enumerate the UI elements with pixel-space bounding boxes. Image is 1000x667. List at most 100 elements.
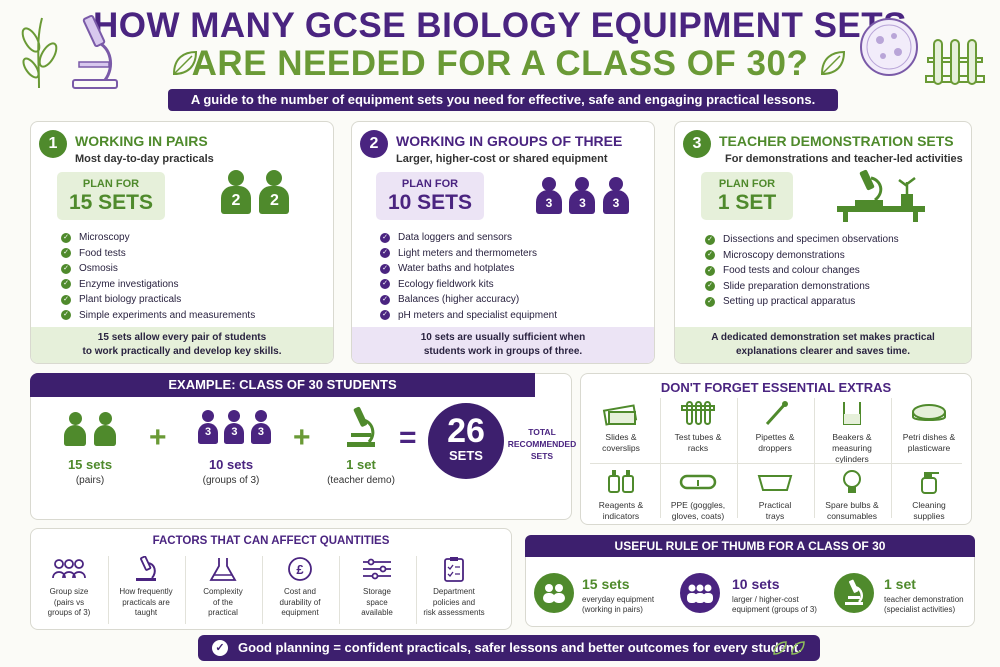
petri-dish-icon xyxy=(912,404,946,421)
card-heading: WORKING IN PAIRS xyxy=(75,133,208,149)
check-icon: ✓ xyxy=(705,296,715,307)
list-item: ✓ Light meters and thermometers xyxy=(380,246,557,262)
person-icon: 2 xyxy=(259,170,290,216)
divider xyxy=(660,398,661,518)
slides-icon xyxy=(602,404,638,426)
pound-coin-icon: £ xyxy=(288,557,312,581)
sliders-icon xyxy=(363,558,391,580)
essential-extras-panel: DON'T FORGET ESSENTIAL EXTRAS xyxy=(580,373,972,525)
reagent-bottles-icon xyxy=(608,470,634,493)
microscope-icon xyxy=(72,14,118,89)
extra-item-label: PPE (goggles, gloves, coats) xyxy=(670,500,726,521)
test-tube-rack-icon xyxy=(925,39,985,85)
card-subheading: For demonstrations and teacher-led activ… xyxy=(725,153,963,165)
list-item: ✓ Microscopy xyxy=(61,230,255,246)
plan-for-box: PLAN FOR 1 SET xyxy=(701,172,793,220)
plan-value: 1 SET xyxy=(717,191,777,214)
example-demo-label: (teacher demo) xyxy=(327,475,395,486)
extra-item: PPE (goggles, gloves, coats) xyxy=(660,468,736,522)
divider xyxy=(185,556,186,624)
svg-text:£: £ xyxy=(296,562,304,577)
microscope-circle-icon xyxy=(834,573,874,613)
extra-item-label: Test tubes & racks xyxy=(674,432,722,453)
check-icon: ✓ xyxy=(705,234,715,245)
check-icon: ✓ xyxy=(380,279,390,290)
extra-item: Petri dishes & plasticware xyxy=(891,400,967,454)
person-icon: 2 xyxy=(221,170,251,216)
person-icon: 3 xyxy=(536,177,562,217)
divider xyxy=(891,398,892,518)
card-heading: TEACHER DEMONSTRATION SETS xyxy=(719,133,954,149)
list-item: ✓ Ecology fieldwork kits xyxy=(380,277,557,293)
example-heading: EXAMPLE: CLASS OF 30 STUDENTS xyxy=(30,373,535,397)
plan-for-box: PLAN FOR 15 SETS xyxy=(57,172,165,220)
rule-description: teacher demonstration (specialist activit… xyxy=(884,595,964,614)
check-icon: ✓ xyxy=(61,310,71,321)
check-icon: ✓ xyxy=(61,294,71,305)
total-caption: TOTAL RECOMMENDED SETS xyxy=(507,427,577,461)
pairs-circle-icon xyxy=(534,573,574,613)
factor-label: Department policies and risk assessments xyxy=(423,587,485,617)
card-number: 2 xyxy=(360,130,388,158)
card-heading: WORKING IN GROUPS OF THREE xyxy=(396,133,623,149)
group-icon xyxy=(52,559,86,579)
list-item: ✓ Microscopy demonstrations xyxy=(705,248,899,264)
card-footer: 10 sets are usually sufficient when stud… xyxy=(352,327,654,363)
extra-item: Practical trays xyxy=(737,468,813,522)
pipette-icon xyxy=(765,401,788,426)
spray-bottle-icon xyxy=(921,472,939,494)
flask-icon xyxy=(209,558,237,581)
plan-value: 10 SETS xyxy=(387,191,473,214)
total-number: 26 xyxy=(447,412,485,450)
plus-sign: + xyxy=(149,421,167,454)
extra-item: Slides & coverslips xyxy=(583,400,659,454)
list-item: ✓ Osmosis xyxy=(61,261,255,277)
leaf-icon xyxy=(820,50,846,76)
extra-item-label: Cleaning supplies xyxy=(912,500,946,521)
list-item: ✓ Food tests xyxy=(61,246,255,262)
list-item: ✓ Plant biology practicals xyxy=(61,292,255,308)
plus-sign: + xyxy=(293,421,311,454)
factors-heading: FACTORS THAT CAN AFFECT QUANTITIES xyxy=(152,535,390,547)
leaf-sprig-icon xyxy=(21,17,58,89)
card-subheading: Larger, higher-cost or shared equipment xyxy=(396,153,608,165)
factor-label: Cost and durability of equipment xyxy=(279,587,321,617)
list-item: ✓ Data loggers and sensors xyxy=(380,230,557,246)
factor-item: £ Cost and durability of equipment xyxy=(267,556,333,619)
rule-value: 15 sets xyxy=(582,576,630,592)
factor-item: Group size (pairs vs groups of 3) xyxy=(36,556,102,619)
leaf-icon xyxy=(172,50,198,76)
tray-icon xyxy=(757,475,793,491)
extra-item: Pipettes & droppers xyxy=(737,400,813,454)
example-demo-value: 1 set xyxy=(346,457,376,472)
demonstration-list: ✓ Dissections and specimen observations ✓… xyxy=(705,232,899,310)
check-icon: ✓ xyxy=(61,248,71,259)
person-icon: 3 xyxy=(198,410,218,444)
demo-bench-icon xyxy=(837,169,925,222)
equipment-list: ✓ Data loggers and sensors ✓ Light meters … xyxy=(380,230,557,323)
extra-item-label: Spare bulbs & consumables xyxy=(825,500,879,521)
person-icon: 3 xyxy=(602,177,629,217)
beaker-icon xyxy=(843,402,861,425)
check-circle-icon: ✓ xyxy=(212,640,228,656)
goggles-icon xyxy=(679,474,717,490)
extra-item-label: Pipettes & droppers xyxy=(755,432,795,453)
list-item: ✓ Simple experiments and measurements xyxy=(61,308,255,324)
check-icon: ✓ xyxy=(380,310,390,321)
factors-panel: FACTORS THAT CAN AFFECT QUANTITIES xyxy=(30,528,512,630)
rule-value: 1 set xyxy=(884,576,916,592)
example-groups-value: 10 sets xyxy=(208,457,254,472)
list-item: ✓ Balances (higher accuracy) xyxy=(380,292,557,308)
extra-item-label: Reagents & indicators xyxy=(598,500,644,521)
factor-item: How frequently practicals are taught xyxy=(113,556,179,619)
footer-text: Good planning = confident practicals, sa… xyxy=(238,640,802,655)
extra-item-label: Practical trays xyxy=(758,500,792,521)
check-icon: ✓ xyxy=(380,263,390,274)
example-groups-label: (groups of 3) xyxy=(202,475,260,486)
factor-label: Group size (pairs vs groups of 3) xyxy=(47,587,91,617)
factor-item: Complexity of the practical xyxy=(190,556,256,619)
check-icon: ✓ xyxy=(705,281,715,292)
test-tube-rack-icon xyxy=(681,401,715,425)
divider xyxy=(737,398,738,518)
plan-label: PLAN FOR xyxy=(401,178,459,190)
